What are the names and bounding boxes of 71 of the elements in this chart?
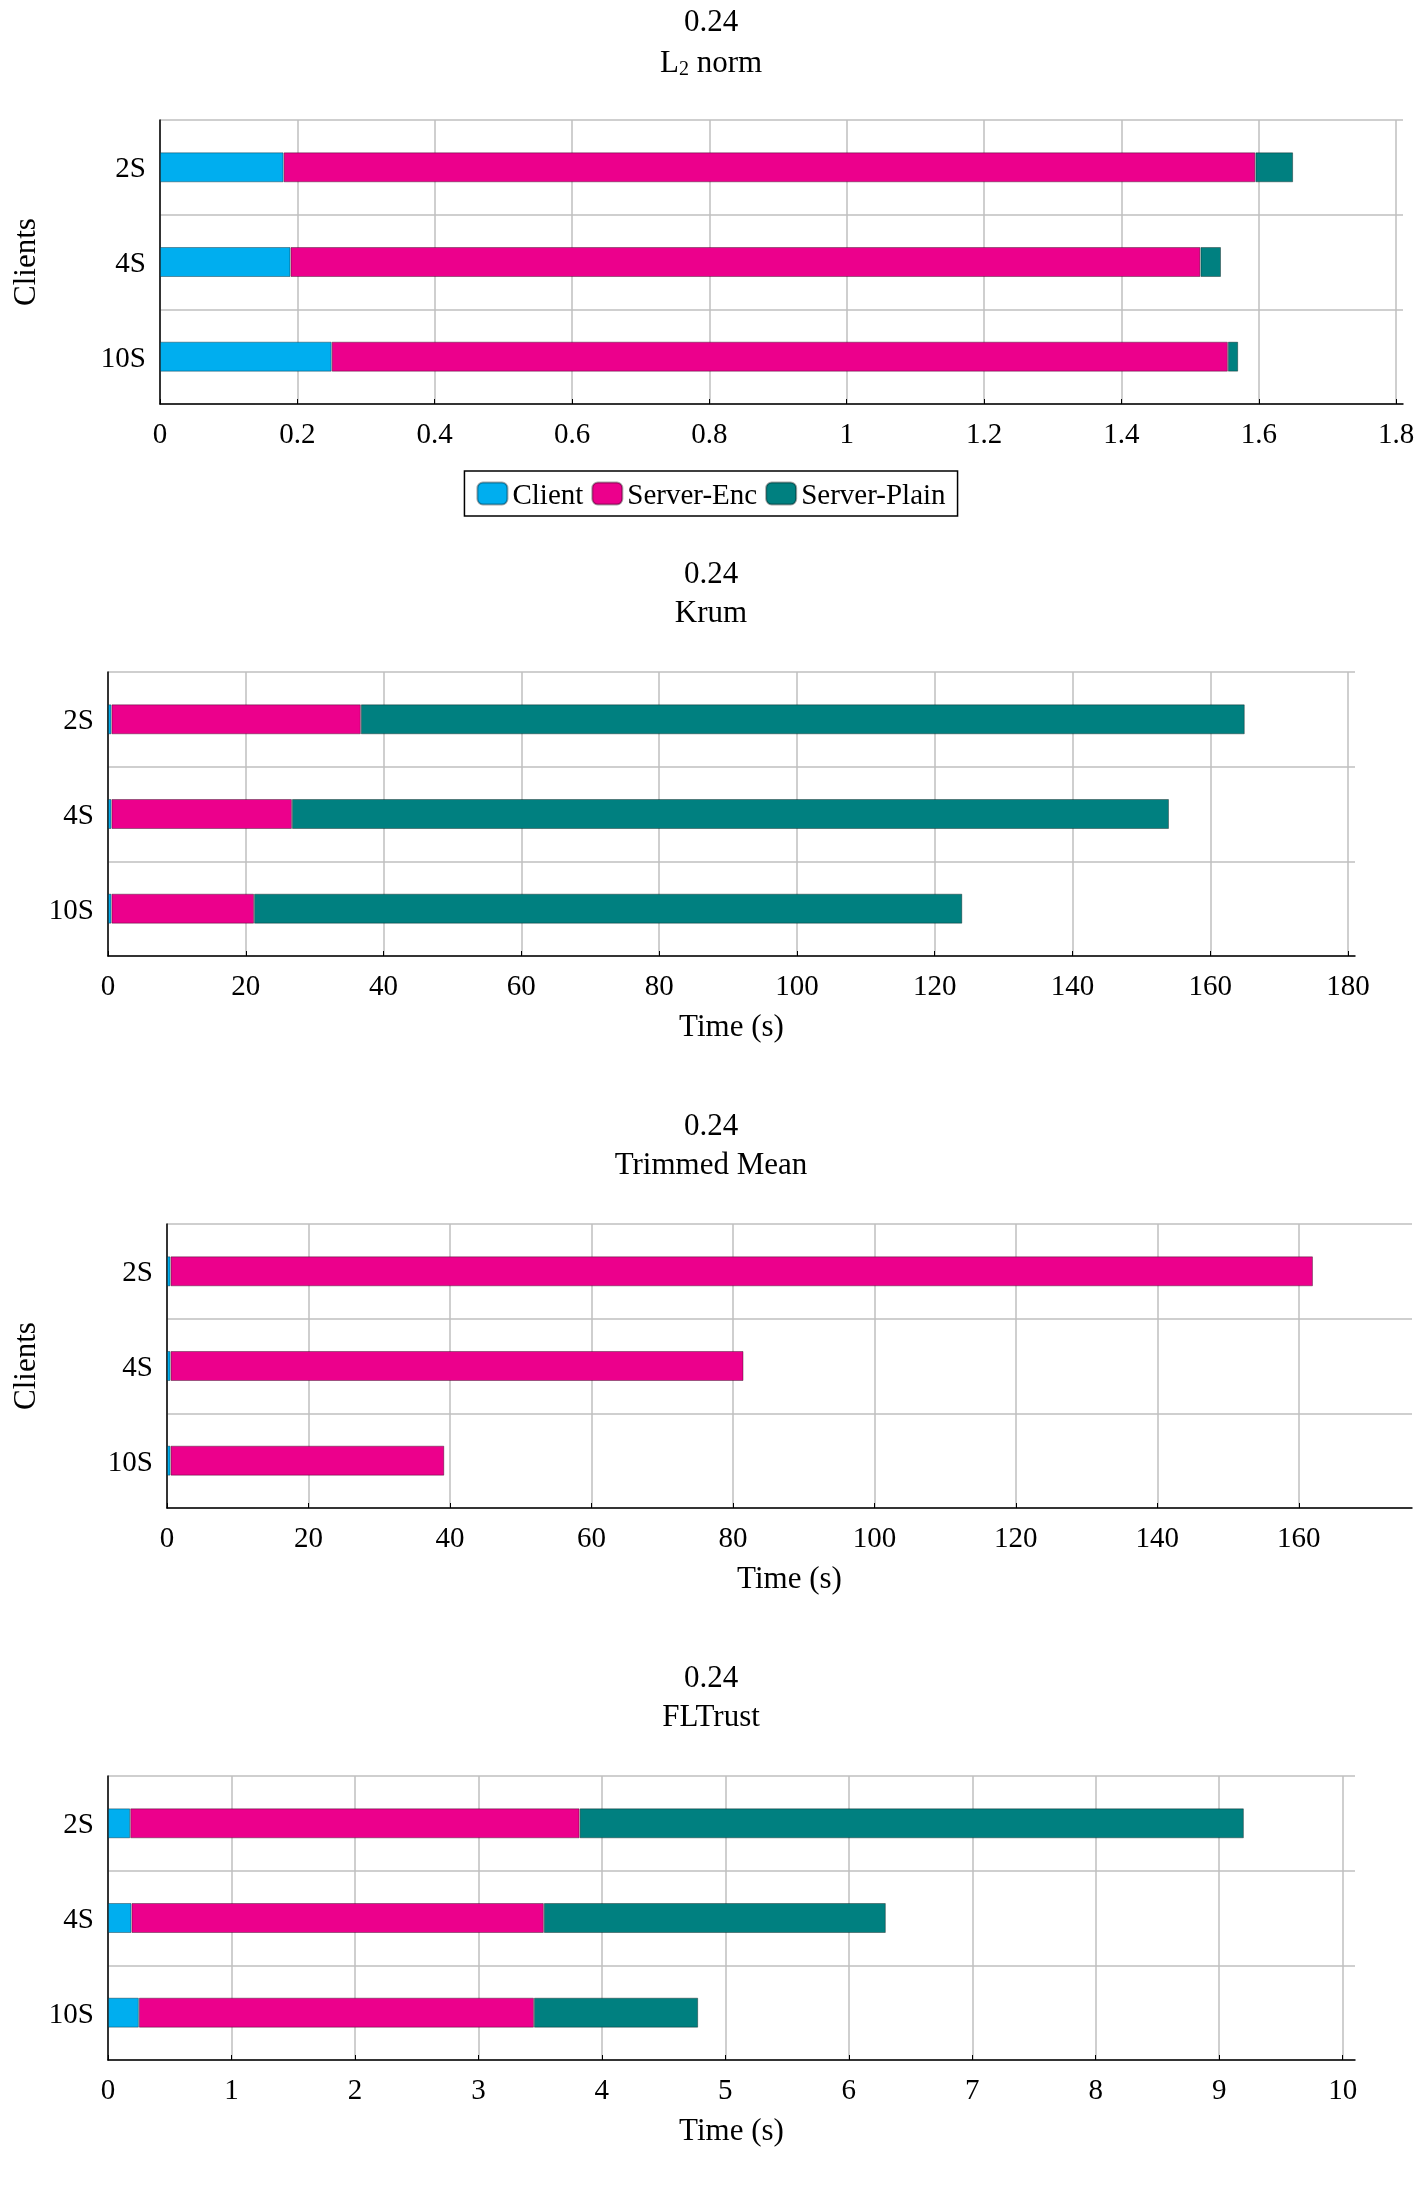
x-tick-label: 180 bbox=[1326, 968, 1370, 1001]
x-tick-label: 1.4 bbox=[1103, 416, 1141, 449]
y-tick-label: 10S bbox=[107, 1444, 153, 1477]
x-tick-label: 160 bbox=[1188, 968, 1233, 1001]
x-axis-title: Time (s) bbox=[679, 1008, 784, 1043]
x-tick-label: 5 bbox=[718, 2072, 733, 2105]
chart-title: 0.24 bbox=[683, 1107, 739, 1142]
x-tick-label: 60 bbox=[506, 968, 536, 1001]
x-tick-label: 140 bbox=[1135, 1520, 1180, 1553]
chart-subtitle: Krum bbox=[674, 594, 748, 629]
bar bbox=[170, 1351, 744, 1381]
x-tick-label: 80 bbox=[718, 1520, 748, 1553]
chart-subtitle: FLTrust bbox=[662, 1698, 761, 1733]
x-tick-label: 0.4 bbox=[416, 416, 454, 449]
x-tick-label: 100 bbox=[775, 968, 819, 1001]
y-tick-label: 4S bbox=[63, 1902, 94, 1934]
x-tick-label: 7 bbox=[965, 2072, 980, 2105]
x-tick-label: 1 bbox=[839, 416, 854, 449]
y-tick-label: 4S bbox=[122, 1350, 153, 1382]
x-tick-label: 120 bbox=[994, 1520, 1038, 1553]
x-tick-label: 1.8 bbox=[1378, 416, 1415, 449]
legend-label: Client bbox=[512, 477, 584, 510]
bar bbox=[170, 1445, 445, 1476]
x-tick-label: 120 bbox=[912, 968, 957, 1001]
chart-subtitle: Trimmed Mean bbox=[614, 1146, 808, 1181]
x-tick-label: 1 bbox=[224, 2072, 239, 2105]
chart-title: 0.24 bbox=[683, 3, 739, 38]
x-tick-label: 0 bbox=[100, 2072, 116, 2105]
y-tick-label: 10S bbox=[48, 1996, 94, 2029]
legend-label: Server-Plain bbox=[801, 477, 947, 510]
x-tick-label: 10 bbox=[1328, 2072, 1358, 2105]
chart-subtitle: L2 norm bbox=[659, 43, 763, 79]
x-axis-title: Time (s) bbox=[679, 2112, 784, 2147]
x-tick-label: 0 bbox=[100, 968, 116, 1001]
x-tick-label: 6 bbox=[841, 2072, 857, 2105]
x-tick-label: 0.2 bbox=[279, 416, 316, 449]
y-tick-label: 2S bbox=[63, 1807, 94, 1840]
x-tick-label: 0 bbox=[152, 416, 168, 449]
y-axis-title: Clients bbox=[7, 218, 42, 306]
x-tick-label: 60 bbox=[576, 1520, 606, 1553]
x-tick-label: 1.6 bbox=[1240, 416, 1277, 449]
x-tick-label: 40 bbox=[435, 1520, 465, 1553]
x-axis-title: Time (s) bbox=[737, 1560, 842, 1595]
x-tick-label: 8 bbox=[1088, 2072, 1103, 2105]
y-tick-label: 4S bbox=[63, 798, 94, 830]
x-tick-label: 1.2 bbox=[965, 416, 1003, 449]
y-axis-title: Clients bbox=[7, 1322, 42, 1410]
y-tick-label: 4S bbox=[115, 246, 146, 278]
x-tick-label: 9 bbox=[1211, 2072, 1227, 2105]
x-tick-label: 100 bbox=[852, 1520, 897, 1553]
x-tick-label: 160 bbox=[1277, 1520, 1321, 1553]
y-tick-label: 10S bbox=[48, 892, 94, 925]
x-tick-label: 0.6 bbox=[553, 416, 591, 449]
x-tick-label: 3 bbox=[471, 2072, 486, 2105]
x-tick-label: 140 bbox=[1050, 968, 1095, 1001]
x-tick-label: 0.8 bbox=[691, 416, 728, 449]
x-tick-label: 20 bbox=[231, 968, 261, 1001]
bar bbox=[170, 1256, 1313, 1287]
y-tick-label: 2S bbox=[122, 1255, 153, 1288]
x-tick-label: 40 bbox=[369, 968, 399, 1001]
y-tick-label: 10S bbox=[100, 340, 146, 373]
x-tick-label: 20 bbox=[293, 1520, 323, 1553]
x-tick-label: 0 bbox=[159, 1520, 175, 1553]
chart-title: 0.24 bbox=[683, 1659, 739, 1694]
x-tick-label: 4 bbox=[594, 2072, 610, 2105]
x-tick-label: 80 bbox=[644, 968, 674, 1001]
x-tick-label: 2 bbox=[347, 2072, 363, 2105]
legend-label: Server-Enc bbox=[627, 477, 758, 510]
y-tick-label: 2S bbox=[63, 703, 94, 736]
chart-title: 0.24 bbox=[683, 555, 739, 590]
y-tick-label: 2S bbox=[115, 151, 146, 184]
